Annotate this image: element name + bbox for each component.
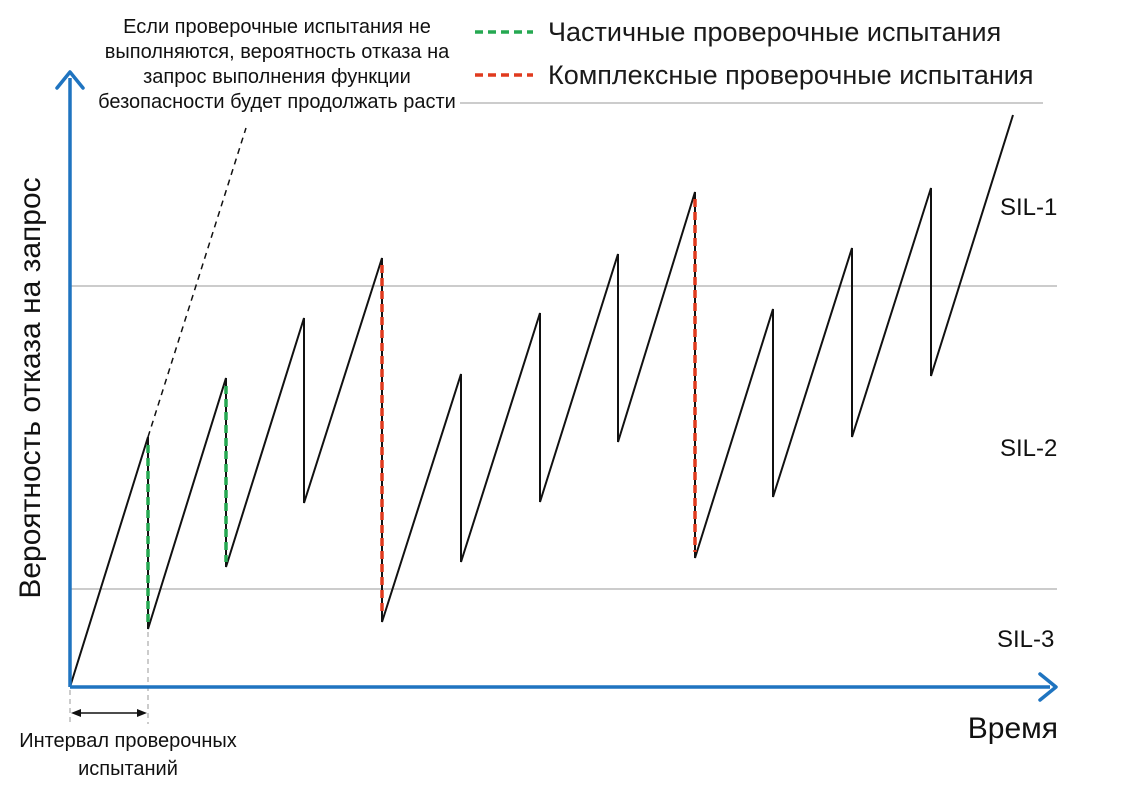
x-axis-label: Время: [968, 712, 1058, 745]
y-axis-label: Вероятность отказа на запрос: [14, 177, 47, 598]
note-line: Если проверочные испытания не: [123, 16, 431, 38]
sil-label-2: SIL-2: [1000, 435, 1057, 462]
interval-label: Интервал проверочных испытаний: [19, 730, 237, 780]
sil-label-1: SIL-1: [1000, 194, 1057, 221]
untested-extrapolation: [147, 127, 247, 438]
legend-label-partial: Частичные проверочные испытания: [548, 17, 1001, 47]
note-line: запрос выполнения функции: [143, 66, 411, 88]
pfd-curve: [69, 114, 1014, 688]
note-line: безопасности будет продолжать расти: [98, 91, 456, 113]
interval-label-line: Интервал проверочных: [19, 730, 237, 752]
sil-label-3: SIL-3: [997, 626, 1054, 653]
legend: Частичные проверочные испытания Комплекс…: [475, 17, 1034, 90]
interval-arrow-head-right: [137, 709, 147, 717]
untested-note: Если проверочные испытания не выполняютс…: [98, 16, 456, 113]
interval-label-line: испытаний: [78, 758, 178, 780]
x-axis-arrow-icon: [1038, 672, 1058, 702]
note-line: выполняются, вероятность отказа на: [105, 41, 450, 63]
interval-arrow-head-left: [71, 709, 81, 717]
legend-label-full: Комплексные проверочные испытания: [548, 60, 1034, 90]
y-axis-arrow-icon: [55, 70, 85, 90]
